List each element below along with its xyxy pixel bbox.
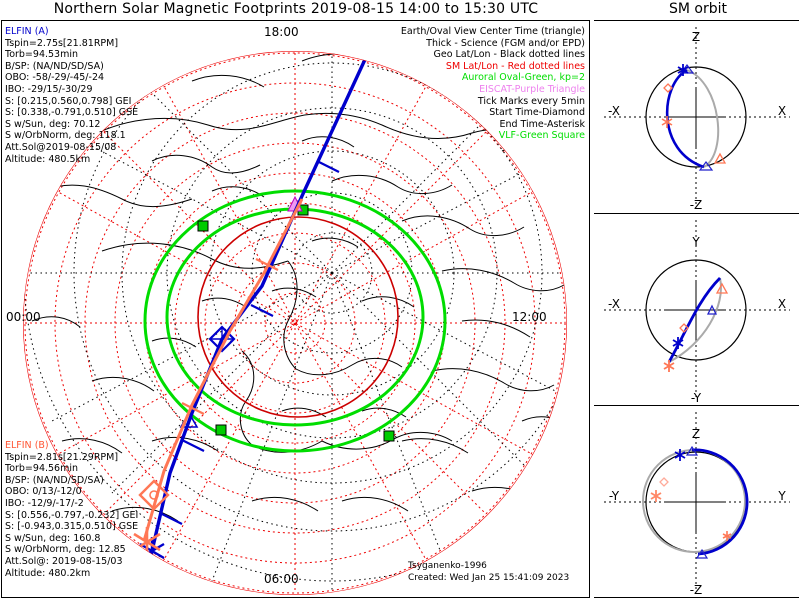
legend-item-0: Earth/Oval View Center Time (triangle) — [400, 26, 585, 37]
mlt-label-1800: 18:00 — [264, 25, 299, 39]
sm-orbit-panel: Z -Z X -X — [594, 20, 799, 598]
polar-plot-svg — [23, 51, 567, 595]
legend-item-6: Tick Marks every 5min — [477, 95, 585, 107]
sm-yz-markers — [650, 446, 732, 559]
elfin-b-line-3: OBO: 0/13/-12/0 — [5, 486, 82, 498]
elfin-a-line-0: Tspin=2.75s[21.81RPM] — [5, 37, 119, 49]
elfin-a-line-3: OBO: -58/-29/-45/-24 — [5, 72, 105, 84]
elfin-a-line-6: S: [0.338,-0.791,0.510] GSE — [5, 107, 139, 119]
created-timestamp: Created: Wed Jan 25 15:41:09 2023 — [408, 572, 570, 583]
sm-yz-axis-top: Z — [692, 427, 700, 441]
sm-xy-axis-right: X — [778, 297, 786, 311]
sm-xy-axis-bottom: -Y — [691, 391, 702, 405]
sm-xy-markers — [663, 282, 729, 372]
elfin-a-info-block: ELFIN (A) Tspin=2.75s[21.81RPM] Torb=94.… — [5, 26, 138, 165]
elfin-a-line-5: S: [0.215,0.560,0.798] GEI — [5, 95, 132, 107]
sm-meridian-grid — [25, 53, 565, 593]
sm-orbit-yz-plane: Z -Z Y -Y — [594, 405, 799, 598]
vlf-stations — [197, 204, 395, 442]
elfin-b-line-0: Tspin=2.81s[21.29RPM] — [5, 451, 119, 463]
sm-yz-axis-bottom: -Z — [690, 583, 703, 597]
legend-item-7: Start Time-Diamond — [489, 107, 585, 119]
credits-block: Tsyganenko-1996 Created: Wed Jan 25 15:4… — [408, 560, 569, 583]
sm-orbit-panel-title: SM orbit — [668, 1, 727, 17]
elfin-a-line-10: Altitude: 480.5km — [5, 153, 91, 165]
sm-orbit-xy-plane: Y -Y X -X — [594, 212, 799, 406]
elfin-b-tick-marks — [181, 258, 279, 415]
legend-item-3: SM Lat/Lon - Red dotted lines — [445, 60, 585, 72]
elfin-b-line-10: Altitude: 480.2km — [5, 567, 91, 579]
mlt-label-1200: 12:00 — [512, 310, 547, 324]
sm-xy-axis-left: -X — [608, 297, 620, 311]
sm-yz-axis-right: Y — [777, 489, 786, 503]
sm-xy-axis-top: Y — [691, 235, 700, 249]
sm-xz-axis-left: -X — [608, 104, 620, 118]
legend-item-2: Geo Lat/Lon - Black dotted lines — [433, 49, 585, 61]
elfin-b-track — [133, 198, 304, 557]
elfin-b-title: ELFIN (B) — [5, 440, 49, 451]
sm-xz-axis-bottom: -Z — [690, 198, 703, 212]
elfin-a-line-8: S w/OrbNorm, deg: 118.1 — [5, 130, 126, 142]
elfin-b-line-4: IBO: -12/9/-17/-2 — [5, 497, 84, 509]
plot-legend: Earth/Oval View Center Time (triangle) T… — [330, 26, 585, 142]
legend-item-9: VLF-Green Square — [498, 130, 585, 142]
elfin-b-line-7: S w/Sun, deg: 160.8 — [5, 532, 101, 544]
sm-orbit-xz-plane: Z -Z X -X — [594, 20, 799, 213]
elfin-b-line-9: Att.Sol@: 2019-08-15/03 — [5, 555, 123, 567]
legend-item-1: Thick - Science (FGM and/or EPD) — [426, 37, 585, 49]
elfin-a-title: ELFIN (A) — [5, 26, 49, 37]
legend-item-5: EISCAT-Purple Triangle — [479, 83, 585, 95]
mlt-label-0000: 00:00 — [6, 310, 41, 324]
sm-xz-axis-top: Z — [692, 30, 700, 44]
legend-item-4: Auroral Oval-Green, kp=2 — [461, 72, 585, 84]
sm-xz-axis-right: X — [778, 104, 786, 118]
elfin-b-line-8: S w/OrbNorm, deg: 12.85 — [5, 544, 126, 556]
sm-xz-markers — [661, 64, 727, 171]
elfin-a-line-9: Att.Sol@2019-08-15/08 — [5, 141, 117, 153]
model-credit: Tsyganenko-1996 — [408, 561, 487, 571]
legend-item-8: End Time-Asterisk — [499, 118, 585, 130]
inner-sm-circle — [197, 216, 399, 418]
elfin-a-line-2: B/SP: (NA/ND/SD/SA) — [5, 60, 104, 72]
elfin-a-line-4: IBO: -29/15/-30/29 — [5, 83, 93, 95]
elfin-b-start-marker — [138, 479, 170, 511]
elfin-b-line-2: B/SP: (NA/ND/SD/SA) — [5, 474, 104, 486]
elfin-b-line-6: S: [-0.943,0.315,0.510] GSE — [5, 521, 139, 533]
elfin-b-line-5: S: [0.556,-0.797,-0.232] GEI — [5, 509, 139, 521]
page-title: Northern Solar Magnetic Footprints 2019-… — [53, 1, 539, 17]
elfin-b-line-1: Torb=94.56min — [5, 463, 79, 475]
elfin-b-info-block: ELFIN (B) Tspin=2.81s[21.29RPM] Torb=94.… — [5, 440, 138, 579]
mlt-label-0600: 06:00 — [264, 572, 299, 586]
elfin-a-line-7: S w/Sun, deg: 70.12 — [5, 118, 101, 130]
elfin-a-tick-marks — [159, 160, 340, 525]
polar-footprint-plot: 00:00 12:00 18:00 06:00 — [1, 20, 590, 598]
elfin-a-line-1: Torb=94.53min — [5, 49, 79, 61]
sm-yz-axis-left: -Y — [609, 489, 620, 503]
